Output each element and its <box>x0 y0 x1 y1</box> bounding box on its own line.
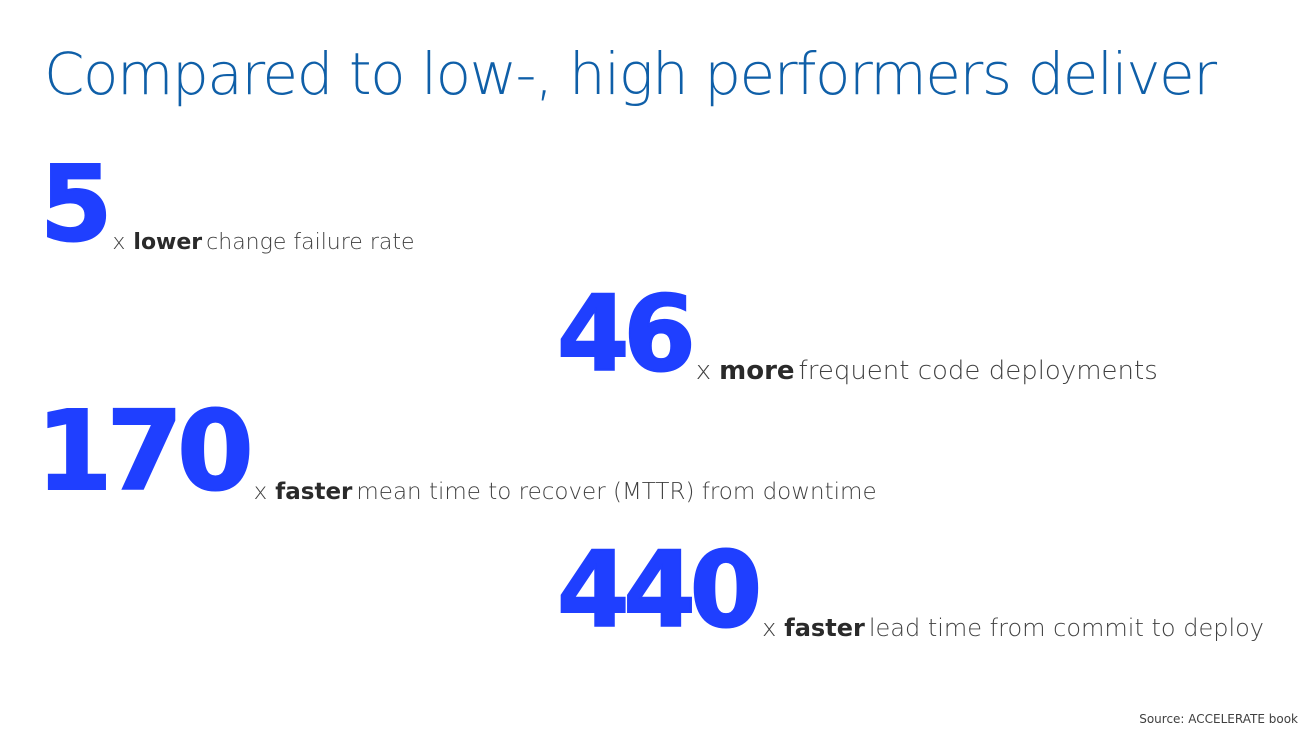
stat-value: 46 <box>556 273 697 395</box>
stat-change-failure-rate: 5 x lower change failure rate <box>39 143 415 265</box>
stat-text: lead time from commit to deploy <box>868 614 1265 642</box>
stat-value: 440 <box>556 529 763 651</box>
stat-text: mean time to recover (MTTR) from downtim… <box>356 479 877 505</box>
stat-multiplier: x <box>112 230 126 255</box>
stat-description: x faster lead time from commit to deploy <box>762 616 1264 642</box>
source-citation: Source: ACCELERATE book <box>1139 712 1298 726</box>
slide-title: Compared to low-, high performers delive… <box>44 40 1217 108</box>
stat-multiplier: x <box>695 356 712 386</box>
stat-multiplier: x <box>253 479 268 505</box>
stat-description: x more frequent code deployments <box>696 358 1158 386</box>
stat-multiplier: x <box>762 614 777 642</box>
stat-emphasis: faster <box>275 479 353 505</box>
stat-description: x faster mean time to recover (MTTR) from … <box>254 481 877 506</box>
stat-deployment-frequency: 46 x more frequent code deployments <box>556 273 1158 395</box>
stat-emphasis: lower <box>133 230 203 255</box>
stat-mttr: 170 x faster mean time to recover (MTTR) f… <box>35 387 877 515</box>
stat-text: change failure rate <box>206 230 415 255</box>
stat-text: frequent code deployments <box>798 356 1158 386</box>
stat-lead-time: 440 x faster lead time from commit to depl… <box>556 529 1264 651</box>
stat-description: x lower change failure rate <box>112 232 414 256</box>
stat-emphasis: more <box>719 356 795 386</box>
stat-value: 5 <box>39 143 113 265</box>
stat-value: 170 <box>35 387 255 515</box>
stat-emphasis: faster <box>784 614 865 642</box>
